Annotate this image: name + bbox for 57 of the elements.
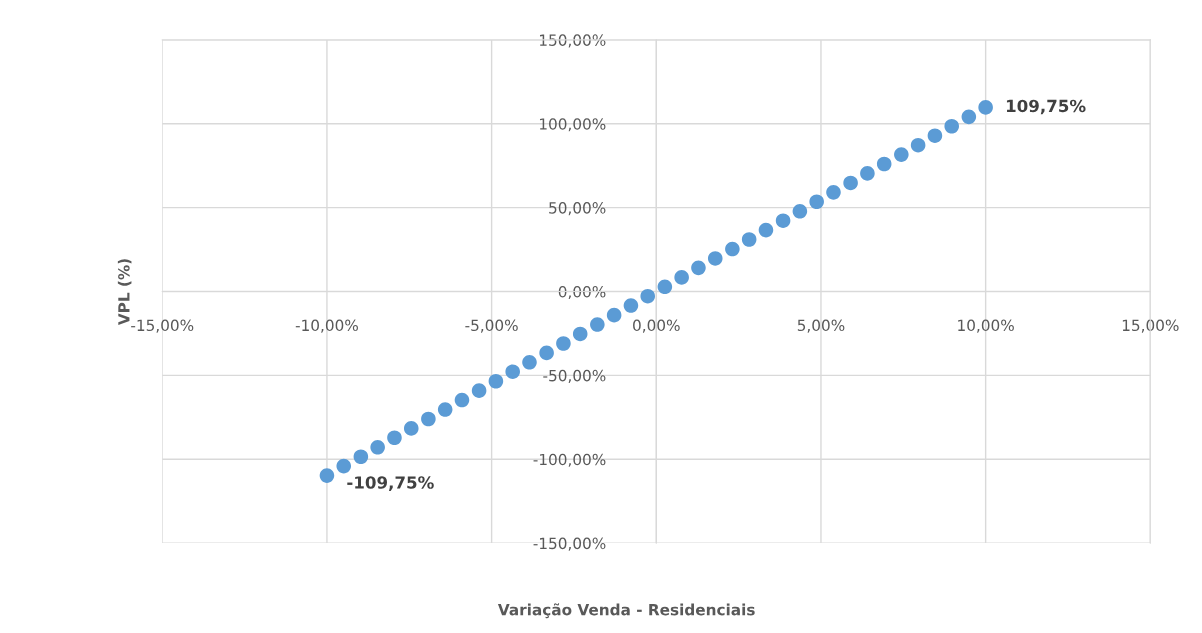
point [691, 260, 706, 276]
point [725, 241, 740, 257]
x-tick-label: -15,00% [131, 319, 194, 333]
x-tick-label: -5,00% [465, 319, 518, 333]
point [741, 232, 757, 247]
point [910, 137, 926, 153]
point [927, 128, 943, 143]
point [961, 109, 977, 125]
x-tick-label: 10,00% [958, 319, 1014, 333]
point [370, 440, 385, 455]
point [707, 251, 723, 266]
y-tick-label: 50,00% [549, 202, 606, 216]
x-tick-label: 0,00% [633, 319, 680, 333]
annotation: -109,75% [347, 476, 434, 491]
point [674, 270, 689, 285]
point [556, 336, 571, 351]
point [319, 468, 335, 483]
point [758, 222, 774, 238]
point [403, 421, 419, 436]
point [860, 166, 875, 181]
point [437, 402, 453, 417]
point [522, 355, 537, 370]
point [488, 373, 504, 389]
point [894, 147, 909, 162]
point [876, 156, 892, 172]
point [336, 458, 352, 474]
point [775, 213, 791, 228]
x-axis-title: Variação Venda - Residenciais [497, 603, 755, 619]
x-tick-label: 5,00% [797, 319, 845, 333]
point [387, 430, 402, 446]
point [590, 317, 605, 332]
y-tick-label: -50,00% [543, 369, 606, 383]
y-tick-label: -150,00% [533, 537, 606, 551]
point [505, 364, 520, 379]
point [944, 118, 959, 134]
point [792, 204, 808, 219]
point [353, 449, 369, 465]
point [978, 100, 993, 115]
annotation: 109,75% [1006, 99, 1086, 115]
point [826, 185, 841, 200]
y-axis-title: VPL (%) [117, 259, 132, 326]
point [471, 383, 487, 398]
point [843, 175, 858, 191]
x-tick-label: 15,00% [1122, 319, 1179, 333]
point [539, 345, 554, 361]
point [421, 411, 436, 427]
x-tick-label: -10,00% [295, 319, 358, 333]
y-tick-label: 150,00% [540, 34, 606, 48]
y-tick-label: 100,00% [540, 118, 606, 132]
point [623, 298, 639, 313]
point [606, 307, 622, 323]
point [572, 326, 588, 342]
point [640, 288, 656, 304]
point [657, 279, 673, 295]
point [809, 194, 824, 210]
point [454, 392, 470, 408]
y-tick-label: -100,00% [533, 453, 606, 467]
